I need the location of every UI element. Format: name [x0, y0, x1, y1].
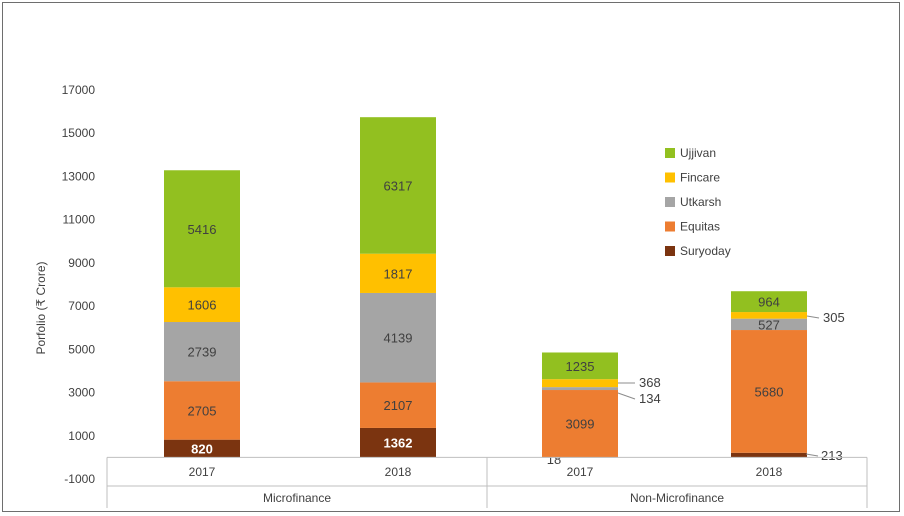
data-label: 3099 — [566, 417, 595, 432]
bar-segment — [731, 318, 807, 331]
data-label: 134 — [639, 391, 661, 406]
legend-swatch — [665, 172, 675, 183]
y-axis: -1000 1000 3000 5000 7000 9000 11000 13000 15000… — [62, 83, 96, 486]
bars: 820 2705 2739 1606 5416 1362 2107 4139 1817 6317 1… — [164, 117, 845, 467]
bar-segment — [542, 387, 618, 391]
bar-segment — [164, 287, 240, 323]
data-label: 2739 — [188, 345, 217, 360]
bar-segment — [731, 330, 807, 453]
y-axis-title: Porfolio (₹ Crore) — [34, 262, 48, 355]
group-label: Microfinance — [263, 491, 331, 505]
data-label: 527 — [758, 317, 780, 332]
data-label: 1235 — [566, 359, 595, 374]
legend-label: Ujjivan — [680, 146, 716, 160]
bar-segment — [731, 312, 807, 319]
data-label: 4139 — [384, 331, 413, 346]
bar-segment — [542, 352, 618, 380]
data-label: 213 — [821, 448, 843, 463]
y-tick-label: 11000 — [63, 213, 96, 227]
bar-segment — [360, 253, 436, 293]
x-axis: 2017 2018 2017 2018 Microfinance Non-Microfin… — [106, 456, 868, 508]
data-label: 1606 — [188, 298, 217, 313]
data-label: 5680 — [755, 384, 784, 399]
bar-segment — [164, 381, 240, 440]
data-label: 1362 — [384, 436, 413, 451]
x-tick-label: 2018 — [756, 465, 783, 479]
bar-segment — [731, 291, 807, 313]
y-tick-label: 7000 — [68, 299, 95, 313]
legend: Ujjivan Fincare Utkarsh Equitas Suryoday — [665, 146, 731, 258]
y-tick-label: 9000 — [68, 256, 95, 270]
bar-segment — [731, 452, 807, 458]
data-label: 5416 — [188, 222, 217, 237]
legend-label: Suryoday — [680, 244, 731, 258]
x-tick-label: 2017 — [189, 465, 216, 479]
data-label: 2107 — [384, 398, 413, 413]
group-label: Non-Microfinance — [630, 491, 724, 505]
y-tick-label: 17000 — [62, 83, 96, 97]
bar-segment — [164, 322, 240, 382]
data-label: 305 — [823, 310, 845, 325]
y-tick-label: 3000 — [68, 386, 95, 400]
stacked-bar-chart: -1000 1000 3000 5000 7000 9000 11000 13000 15000… — [34, 83, 868, 508]
y-tick-label: -1000 — [64, 472, 95, 486]
data-label: 2705 — [188, 403, 217, 418]
data-label: 6317 — [384, 178, 413, 193]
leader-line — [617, 392, 636, 400]
legend-swatch — [665, 246, 675, 256]
y-tick-label: 15000 — [62, 126, 96, 140]
y-tick-label: 13000 — [62, 169, 96, 183]
bar-segment — [164, 439, 240, 458]
data-label: 820 — [191, 442, 213, 457]
bar-segment — [360, 427, 436, 458]
legend-swatch — [665, 148, 675, 158]
data-label: 368 — [639, 375, 661, 390]
bar-segment — [542, 390, 618, 457]
legend-swatch — [665, 221, 675, 232]
legend-swatch — [665, 197, 675, 207]
leader-line — [806, 315, 820, 319]
y-tick-label: 1000 — [68, 429, 95, 443]
legend-label: Fincare — [680, 171, 720, 185]
data-label: 964 — [758, 295, 780, 310]
x-tick-label: 2017 — [567, 465, 594, 479]
leader-line — [805, 453, 819, 457]
bar-segment — [360, 382, 436, 428]
bar-segment — [164, 170, 240, 288]
y-tick-label: 5000 — [68, 342, 95, 356]
bar-segment — [542, 379, 618, 388]
data-label: 1817 — [384, 266, 413, 281]
bar-segment — [360, 292, 436, 383]
legend-label: Utkarsh — [680, 195, 721, 209]
legend-label: Equitas — [680, 220, 720, 234]
x-tick-label: 2018 — [385, 465, 412, 479]
bar-segment — [360, 117, 436, 254]
